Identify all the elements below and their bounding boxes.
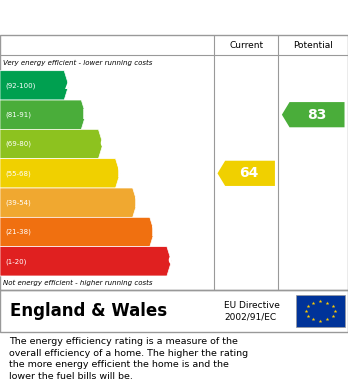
Text: (21-38): (21-38): [5, 229, 31, 235]
Polygon shape: [282, 102, 345, 127]
Polygon shape: [0, 129, 103, 159]
Text: F: F: [150, 225, 160, 239]
Text: (69-80): (69-80): [5, 141, 31, 147]
Polygon shape: [0, 217, 154, 247]
Polygon shape: [0, 188, 137, 217]
Text: E: E: [133, 196, 143, 210]
Polygon shape: [0, 247, 172, 276]
Text: Energy Efficiency Rating: Energy Efficiency Rating: [10, 10, 221, 25]
Text: Very energy efficient - lower running costs: Very energy efficient - lower running co…: [3, 60, 153, 66]
Text: 2002/91/EC: 2002/91/EC: [224, 313, 277, 322]
Text: The energy efficiency rating is a measure of the
overall efficiency of a home. T: The energy efficiency rating is a measur…: [9, 337, 248, 381]
Text: C: C: [99, 137, 109, 151]
Text: G: G: [168, 254, 179, 268]
Polygon shape: [0, 159, 120, 188]
Polygon shape: [0, 100, 86, 129]
Text: EU Directive: EU Directive: [224, 301, 280, 310]
Text: (92-100): (92-100): [5, 82, 35, 89]
Polygon shape: [218, 161, 275, 186]
Text: (81-91): (81-91): [5, 111, 31, 118]
Text: B: B: [82, 108, 93, 122]
Text: Current: Current: [229, 41, 263, 50]
Text: (39-54): (39-54): [5, 199, 31, 206]
Text: (1-20): (1-20): [5, 258, 26, 265]
Text: D: D: [116, 166, 128, 180]
Text: (55-68): (55-68): [5, 170, 31, 177]
Text: 64: 64: [239, 166, 259, 180]
Text: Potential: Potential: [293, 41, 333, 50]
Text: 83: 83: [307, 108, 326, 122]
Polygon shape: [0, 71, 69, 100]
Text: England & Wales: England & Wales: [10, 302, 168, 320]
Text: A: A: [65, 78, 76, 92]
Text: Not energy efficient - higher running costs: Not energy efficient - higher running co…: [3, 280, 153, 286]
FancyBboxPatch shape: [296, 295, 345, 327]
